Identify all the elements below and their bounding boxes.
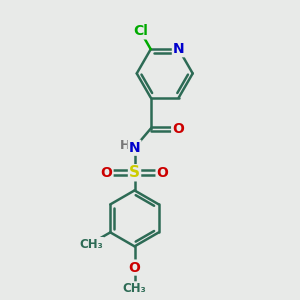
Text: O: O xyxy=(157,166,169,180)
Text: S: S xyxy=(129,165,140,180)
Text: CH₃: CH₃ xyxy=(123,282,146,295)
Text: N: N xyxy=(129,141,140,155)
Text: H: H xyxy=(120,139,130,152)
Text: CH₃: CH₃ xyxy=(80,238,103,251)
Text: O: O xyxy=(100,166,112,180)
Text: O: O xyxy=(129,261,140,274)
Text: O: O xyxy=(172,122,184,136)
Text: N: N xyxy=(173,42,184,56)
Text: Cl: Cl xyxy=(133,24,148,38)
